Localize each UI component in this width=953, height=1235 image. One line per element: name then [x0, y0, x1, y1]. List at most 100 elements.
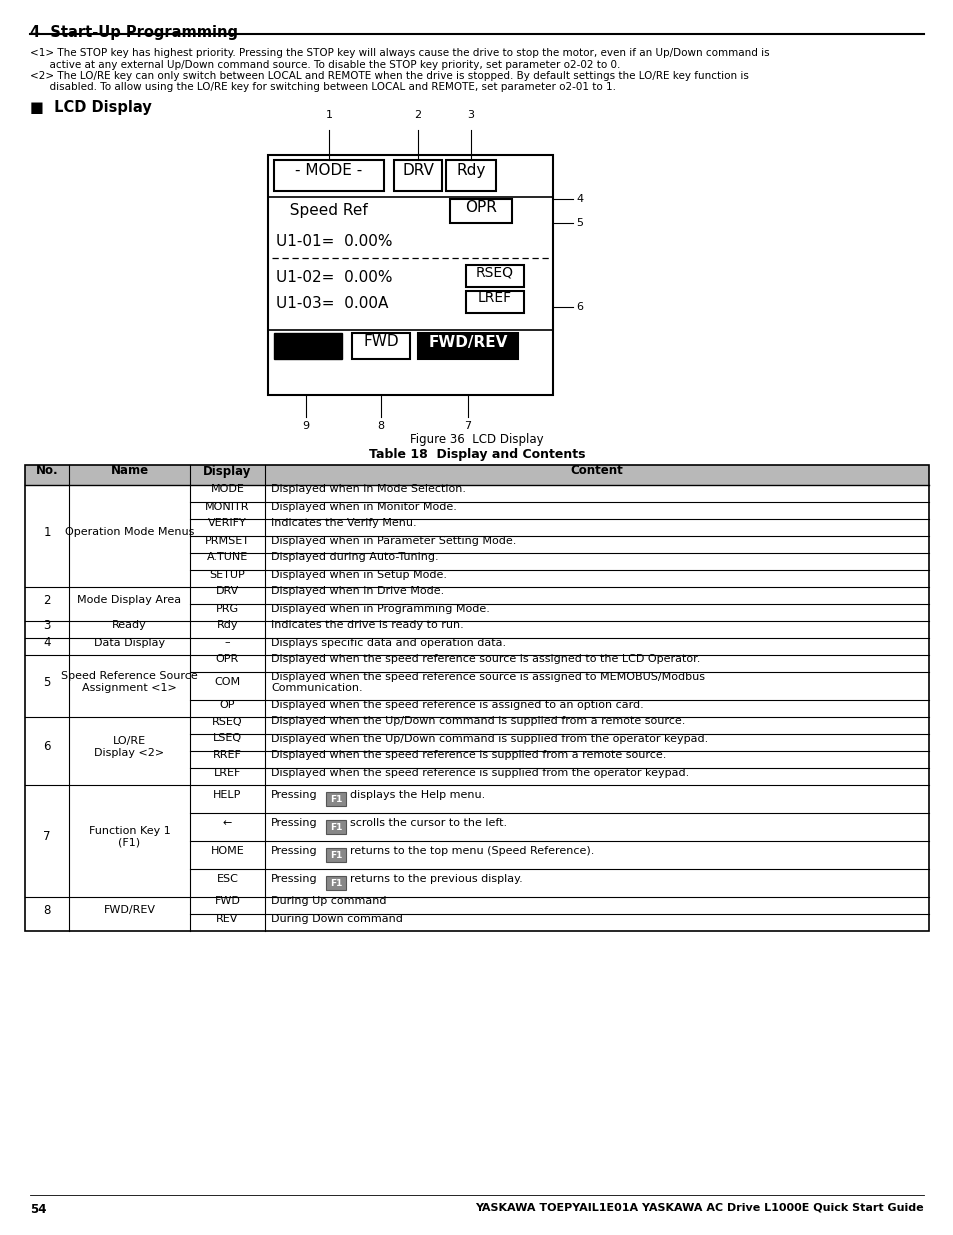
Text: 3: 3 — [43, 619, 51, 632]
Text: MONITR: MONITR — [205, 501, 250, 511]
Text: 8: 8 — [43, 904, 51, 916]
Text: LO/RE
Display <2>: LO/RE Display <2> — [94, 736, 164, 758]
Text: No.: No. — [35, 464, 58, 478]
Bar — [446, 161, 496, 191]
Text: 8: 8 — [377, 421, 384, 431]
Text: Ready: Ready — [112, 620, 147, 631]
Text: YASKAWA TOEPYAIL1E01A YASKAWA AC Drive L1000E Quick Start Guide: YASKAWA TOEPYAIL1E01A YASKAWA AC Drive L… — [475, 1203, 923, 1213]
Bar — [417, 333, 517, 359]
Bar — [326, 792, 346, 806]
Text: Displayed when in Mode Selection.: Displayed when in Mode Selection. — [271, 484, 465, 494]
Text: Displayed when in Monitor Mode.: Displayed when in Monitor Mode. — [271, 501, 456, 511]
Text: Displayed when the speed reference source is assigned to MEMOBUS/Modbus: Displayed when the speed reference sourc… — [271, 672, 704, 682]
Text: During Up command: During Up command — [271, 897, 386, 906]
Text: HOME: HOME — [211, 846, 244, 856]
Text: –: – — [225, 637, 230, 647]
Text: Speed Ref: Speed Ref — [280, 203, 367, 219]
Text: Displayed when the Up/Down command is supplied from the operator keypad.: Displayed when the Up/Down command is su… — [271, 734, 707, 743]
Text: FWD/REV: FWD/REV — [103, 905, 155, 915]
Text: Content: Content — [570, 464, 622, 478]
Text: 5: 5 — [43, 676, 51, 688]
Text: PRMSET: PRMSET — [205, 536, 250, 546]
Text: 9: 9 — [302, 421, 309, 431]
Text: F1: F1 — [330, 823, 342, 831]
Bar — [274, 161, 384, 191]
Text: Displayed when the speed reference source is assigned to the LCD Operator.: Displayed when the speed reference sourc… — [271, 655, 700, 664]
Text: Indicates the Verify Menu.: Indicates the Verify Menu. — [271, 519, 416, 529]
Text: <1> The STOP key has highest priority. Pressing the STOP key will always cause t: <1> The STOP key has highest priority. P… — [30, 48, 769, 58]
Text: active at any external Up/Down command source. To disable the STOP key priority,: active at any external Up/Down command s… — [30, 59, 619, 69]
Text: FWD: FWD — [214, 897, 240, 906]
Bar — [352, 333, 410, 359]
Text: returns to the top menu (Speed Reference).: returns to the top menu (Speed Reference… — [350, 846, 594, 856]
Text: REV: REV — [216, 914, 238, 924]
Text: Pressing: Pressing — [271, 846, 317, 856]
Text: DRV: DRV — [401, 163, 434, 178]
Text: HELP: HELP — [213, 790, 241, 800]
Text: COM: COM — [214, 677, 240, 687]
Text: - MODE -: - MODE - — [295, 163, 362, 178]
Text: 4: 4 — [576, 194, 582, 204]
Text: RSEQ: RSEQ — [476, 266, 514, 279]
Bar — [268, 156, 553, 395]
Text: 5: 5 — [576, 219, 582, 228]
Text: 7: 7 — [464, 421, 471, 431]
Text: DRV: DRV — [215, 587, 239, 597]
Text: MODE: MODE — [211, 484, 244, 494]
Text: Display: Display — [203, 464, 252, 478]
Text: Communication.: Communication. — [271, 683, 362, 693]
Text: Displayed when in Parameter Setting Mode.: Displayed when in Parameter Setting Mode… — [271, 536, 516, 546]
Bar — [274, 333, 341, 359]
Text: ■  LCD Display: ■ LCD Display — [30, 100, 152, 115]
Text: Displayed during Auto-Tuning.: Displayed during Auto-Tuning. — [271, 552, 438, 562]
Text: SETUP: SETUP — [210, 569, 245, 579]
Text: disabled. To allow using the LO/RE key for switching between LOCAL and REMOTE, s: disabled. To allow using the LO/RE key f… — [30, 83, 616, 93]
Text: 6: 6 — [43, 741, 51, 753]
Text: 4  Start-Up Programming: 4 Start-Up Programming — [30, 25, 237, 40]
Text: 2: 2 — [414, 110, 421, 120]
Text: 4: 4 — [43, 636, 51, 650]
Text: Figure 36  LCD Display: Figure 36 LCD Display — [410, 433, 543, 446]
Text: Name: Name — [111, 464, 149, 478]
Text: During Down command: During Down command — [271, 914, 402, 924]
Text: 3: 3 — [467, 110, 474, 120]
Text: F1: F1 — [330, 851, 342, 860]
Text: <2> The LO/RE key can only switch between LOCAL and REMOTE when the drive is sto: <2> The LO/RE key can only switch betwee… — [30, 70, 748, 82]
Text: 54: 54 — [30, 1203, 47, 1216]
Bar — [326, 820, 346, 834]
Text: Displayed when the speed reference is supplied from the operator keypad.: Displayed when the speed reference is su… — [271, 767, 688, 778]
Text: LREF: LREF — [477, 291, 512, 305]
Text: Rdy: Rdy — [216, 620, 238, 631]
Text: 1: 1 — [325, 110, 333, 120]
Text: Speed Reference Source
Assignment <1>: Speed Reference Source Assignment <1> — [61, 671, 197, 693]
Text: ←: ← — [223, 818, 232, 827]
Text: Pressing: Pressing — [271, 818, 317, 827]
Text: U1-01=  0.00%: U1-01= 0.00% — [275, 233, 392, 249]
Text: Pressing: Pressing — [271, 874, 317, 884]
Bar — [326, 876, 346, 890]
Bar — [326, 848, 346, 862]
Text: A.TUNE: A.TUNE — [207, 552, 248, 562]
Text: Operation Mode Menus: Operation Mode Menus — [65, 527, 194, 537]
Text: FWD/REV: FWD/REV — [428, 335, 507, 350]
Text: F1: F1 — [330, 878, 342, 888]
Text: Displayed when the speed reference is supplied from a remote source.: Displayed when the speed reference is su… — [271, 751, 666, 761]
Text: returns to the previous display.: returns to the previous display. — [350, 874, 522, 884]
Text: Data Display: Data Display — [93, 637, 165, 647]
Text: Displayed when the Up/Down command is supplied from a remote source.: Displayed when the Up/Down command is su… — [271, 716, 684, 726]
Text: LREF: LREF — [213, 767, 241, 778]
Text: F1: F1 — [330, 794, 342, 804]
Text: RREF: RREF — [213, 751, 242, 761]
Text: scrolls the cursor to the left.: scrolls the cursor to the left. — [350, 818, 507, 827]
Bar — [465, 266, 523, 287]
Text: FWD: FWD — [363, 335, 398, 350]
Text: Mode Display Area: Mode Display Area — [77, 595, 181, 605]
Bar — [465, 291, 523, 312]
Text: displays the Help menu.: displays the Help menu. — [350, 790, 485, 800]
Text: 7: 7 — [43, 830, 51, 844]
Text: 6: 6 — [576, 303, 582, 312]
Text: OP: OP — [219, 699, 235, 709]
Text: 1: 1 — [43, 526, 51, 538]
Text: U1-02=  0.00%: U1-02= 0.00% — [275, 270, 392, 285]
Text: VERIFY: VERIFY — [208, 519, 247, 529]
